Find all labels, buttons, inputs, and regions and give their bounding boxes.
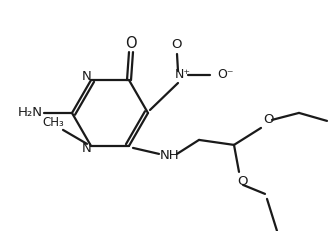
Text: N: N	[82, 70, 92, 83]
Text: N: N	[82, 142, 92, 155]
Text: O: O	[238, 175, 248, 188]
Text: O: O	[125, 36, 137, 51]
Text: CH₃: CH₃	[42, 116, 64, 129]
Text: NH: NH	[160, 149, 180, 162]
Text: O⁻: O⁻	[218, 69, 234, 82]
Text: O: O	[172, 37, 182, 51]
Text: N⁺: N⁺	[175, 69, 191, 82]
Text: H₂N: H₂N	[17, 106, 43, 119]
Text: O: O	[264, 113, 274, 126]
